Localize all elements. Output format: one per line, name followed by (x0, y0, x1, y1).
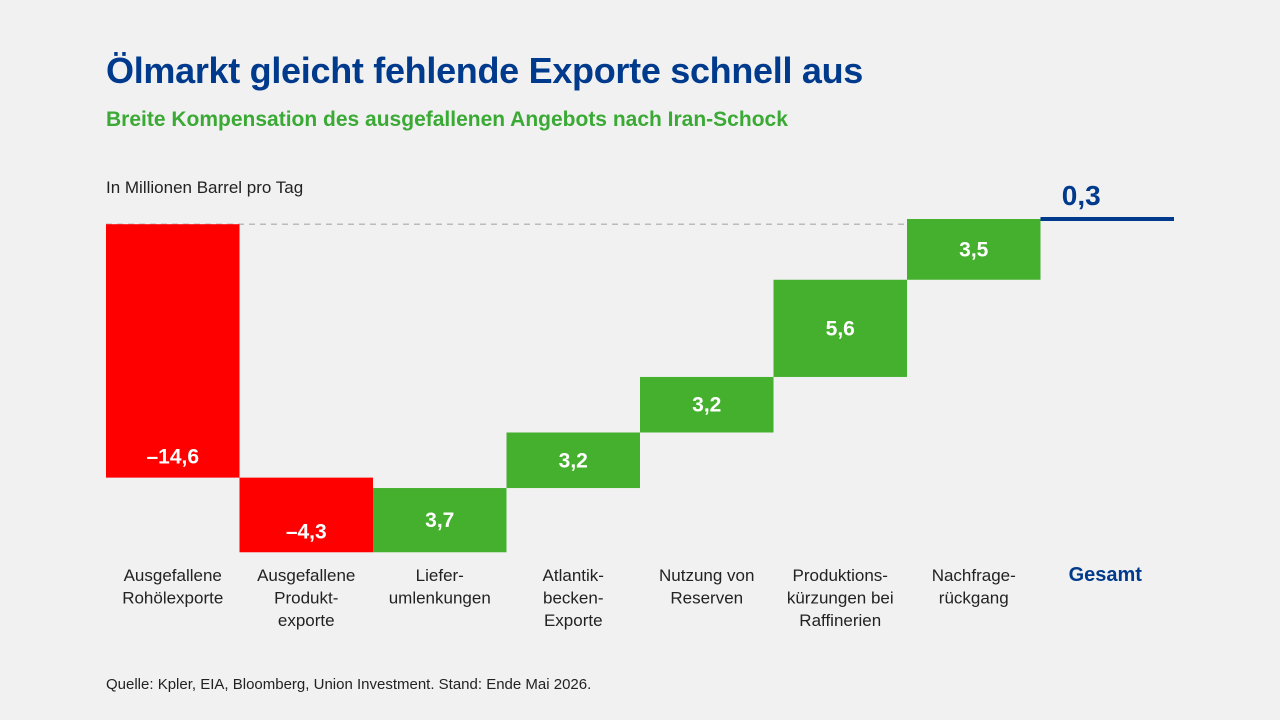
waterfall-bar-2 (373, 488, 507, 553)
category-label-4: Nutzung von Reserven (659, 566, 754, 608)
data-label-4: 3,2 (692, 394, 721, 417)
data-label-3: 3,2 (559, 449, 588, 472)
data-label-total: 0,3 (1062, 180, 1101, 211)
source-note: Quelle: Kpler, EIA, Bloomberg, Union Inv… (106, 676, 592, 693)
category-label-line: Liefer- (416, 566, 464, 585)
category-label-line: Ausgefallene (124, 566, 222, 585)
category-label-line: exporte (278, 611, 335, 630)
waterfall-bar-1 (239, 477, 373, 553)
category-label-total: Gesamt (1069, 564, 1143, 586)
category-label-6: Nachfrage-rückgang (932, 566, 1016, 608)
category-label-line: rückgang (939, 589, 1009, 608)
data-label-0: –14,6 (146, 446, 199, 469)
category-label-0: Ausgefallene Rohölexporte (122, 566, 223, 608)
category-label-line: Ausgefallene (257, 566, 355, 585)
data-label-2: 3,7 (425, 509, 454, 532)
unit-label: In Millionen Barrel pro Tag (106, 178, 304, 197)
category-label-line: Produktions- (793, 566, 888, 585)
category-label-1: Ausgefallene Produkt-exporte (257, 566, 355, 630)
chart-subtitle: Breite Kompensation des ausgefallenen An… (106, 108, 788, 131)
category-label-line: Reserven (670, 589, 743, 608)
waterfall-bar-5 (773, 279, 907, 377)
category-label-line: Nachfrage- (932, 566, 1016, 585)
data-label-1: –4,3 (286, 520, 327, 543)
category-label-line: Nutzung von (659, 566, 754, 585)
category-label-line: kürzungen bei (787, 589, 894, 608)
data-label-6: 3,5 (959, 238, 989, 261)
category-label-line: umlenkungen (389, 589, 491, 608)
waterfall-bar-3 (506, 432, 640, 489)
category-label-line: Exporte (544, 611, 603, 630)
category-label-line: becken- (543, 589, 603, 608)
data-label-5: 5,6 (826, 317, 855, 340)
category-label-5: Produktions-kürzungen bei Raffinerien (787, 566, 894, 630)
waterfall-bar-0 (106, 224, 240, 478)
category-label-2: Liefer-umlenkungen (389, 566, 491, 608)
category-label-line: Raffinerien (799, 611, 881, 630)
waterfall-bar-6 (907, 219, 1041, 280)
category-label-3: Atlantik-becken- Exporte (543, 566, 604, 630)
chart-title: Ölmarkt gleicht fehlende Exporte schnell… (106, 50, 864, 91)
waterfall-bar-4 (640, 376, 774, 433)
category-label-line: Atlantik- (543, 566, 604, 585)
category-label-line: Produkt- (274, 589, 338, 608)
category-label-line: Rohölexporte (122, 589, 223, 608)
